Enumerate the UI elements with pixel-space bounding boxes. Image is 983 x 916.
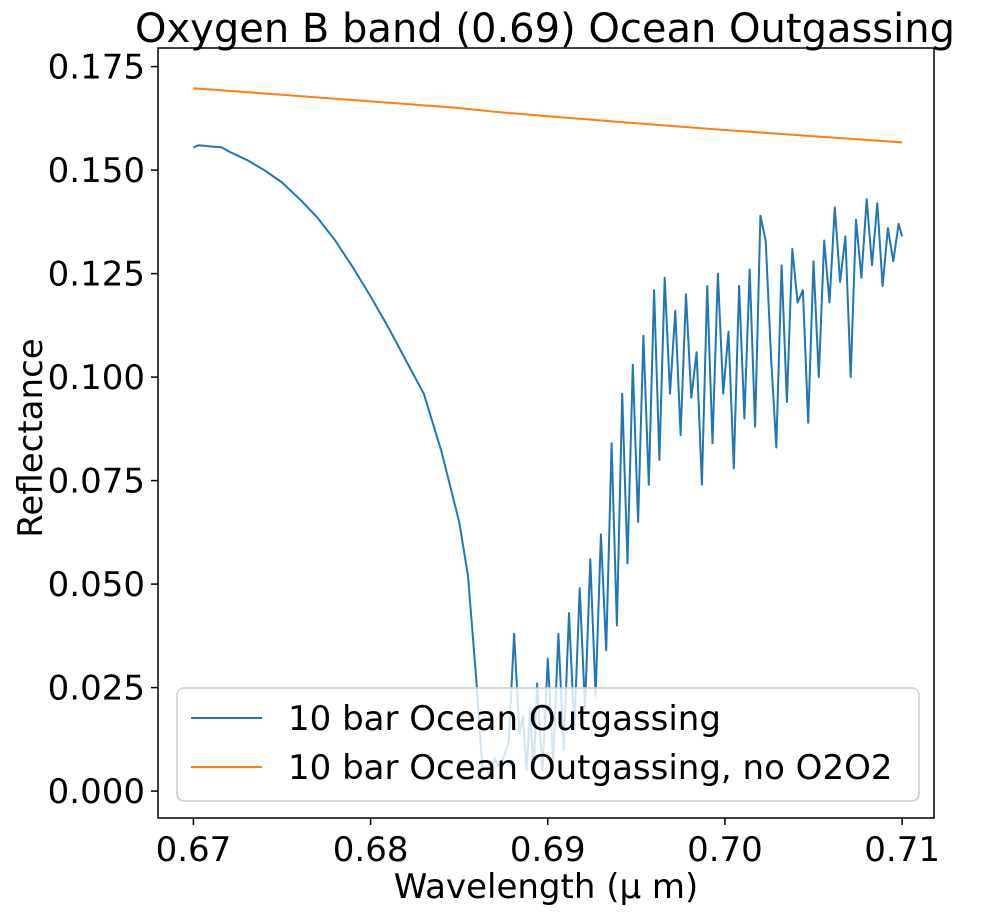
x-axis: 0.67 0.68 0.69 0.70 0.71 bbox=[156, 818, 940, 870]
y-tick-label: 0.050 bbox=[48, 565, 145, 605]
y-axis: 0.000 0.025 0.050 0.075 0.100 0.125 0.150 0.175 bbox=[48, 48, 158, 812]
x-tick-label: 0.71 bbox=[864, 830, 940, 870]
y-tick-label: 0.175 bbox=[48, 48, 145, 88]
plot-area bbox=[193, 87, 904, 780]
x-tick-label: 0.68 bbox=[333, 830, 409, 870]
plot-frame bbox=[157, 47, 935, 819]
y-tick-label: 0.000 bbox=[48, 772, 145, 812]
x-axis-label: Wavelength (μ m) bbox=[394, 867, 699, 907]
series-line-1 bbox=[193, 87, 903, 144]
x-tick-label: 0.67 bbox=[156, 830, 232, 870]
chart-title: Oxygen B band (0.69) Ocean Outgassing bbox=[135, 6, 955, 52]
legend-label-ocean-outgassing: 10 bar Ocean Outgassing bbox=[288, 699, 721, 739]
y-tick-label: 0.025 bbox=[48, 669, 145, 709]
y-tick-label: 0.100 bbox=[48, 358, 145, 398]
legend: 10 bar Ocean Outgassing 10 bar Ocean Out… bbox=[176, 687, 920, 802]
y-tick-label: 0.075 bbox=[48, 462, 145, 502]
legend-label-no-o2o2: 10 bar Ocean Outgassing, no O2O2 bbox=[288, 748, 892, 788]
y-tick-label: 0.150 bbox=[48, 151, 145, 191]
x-tick-label: 0.69 bbox=[510, 830, 586, 870]
y-axis-label: Reflectance bbox=[11, 338, 51, 537]
series-line-0 bbox=[193, 144, 904, 780]
x-tick-label: 0.70 bbox=[687, 830, 763, 870]
legend-box bbox=[176, 687, 920, 802]
y-tick-label: 0.125 bbox=[48, 255, 145, 295]
